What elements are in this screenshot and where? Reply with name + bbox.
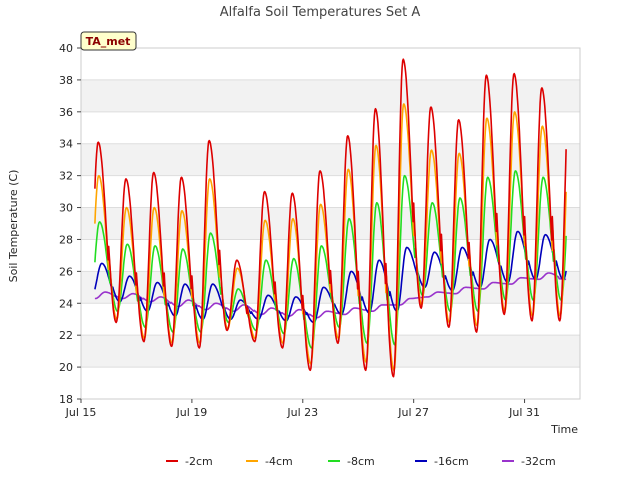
band-22-24: [81, 303, 580, 336]
band-18-20: [81, 367, 580, 399]
band-26-28: [81, 239, 580, 272]
band-34-36: [81, 111, 580, 144]
x-tick-label-3: Jul 27: [397, 406, 429, 419]
chart-title: Alfalfa Soil Temperatures Set A: [220, 5, 421, 20]
y-tick-label-28: 28: [59, 233, 73, 246]
background-bands: [81, 48, 580, 399]
y-axis-title: Soil Temperature (C): [7, 170, 20, 283]
legend-item-minus-16cm: -16cm: [415, 455, 469, 468]
legend-item-minus-8cm: -8cm: [328, 455, 375, 468]
legend-label: -8cm: [347, 455, 375, 468]
plot-area-frame: [80, 47, 581, 400]
legend-label: -16cm: [434, 455, 469, 468]
legend-label: -4cm: [265, 455, 293, 468]
band-20-22: [81, 335, 580, 368]
series-lines: [94, 58, 567, 378]
site-badge: TA_met: [80, 31, 137, 51]
band-38-40: [81, 48, 580, 80]
y-tick-label-36: 36: [59, 106, 73, 119]
site-badge-label: TA_met: [86, 35, 131, 48]
y-tick-label-20: 20: [59, 361, 73, 374]
y-tick-label-30: 30: [59, 202, 73, 215]
band-30-32: [81, 175, 580, 208]
y-axis-ticks: 18 20 22 24 26 28 30 32 34 36 38 40: [59, 42, 81, 406]
legend-item-minus-32cm: -32cm: [502, 455, 556, 468]
x-tick-label-2: Jul 23: [286, 406, 318, 419]
legend-label: -2cm: [185, 455, 213, 468]
band-32-34: [81, 143, 580, 176]
y-tick-label-26: 26: [59, 265, 73, 278]
series-line-minus-2cm: [94, 58, 567, 378]
x-tick-label-0: Jul 15: [65, 406, 97, 419]
x-axis-ticks: Jul 15 Jul 19 Jul 23 Jul 27 Jul 31: [65, 399, 540, 419]
legend-label: -32cm: [521, 455, 556, 468]
y-tick-label-40: 40: [59, 42, 73, 55]
x-tick-label-4: Jul 31: [508, 406, 540, 419]
y-tick-label-24: 24: [59, 297, 73, 310]
legend-item-minus-4cm: -4cm: [246, 455, 293, 468]
x-tick-label-1: Jul 19: [176, 406, 208, 419]
y-tick-label-38: 38: [59, 74, 73, 87]
y-tick-label-22: 22: [59, 329, 73, 342]
y-tick-label-18: 18: [59, 393, 73, 406]
legend-item-minus-2cm: -2cm: [166, 455, 213, 468]
series-line-minus-32cm: [94, 272, 567, 319]
y-tick-label-34: 34: [59, 138, 73, 151]
y-tick-label-32: 32: [59, 170, 73, 183]
band-36-38: [81, 79, 580, 112]
site-badge-box: [80, 31, 137, 51]
legend: -2cm -4cm -8cm -16cm -32cm: [166, 455, 556, 468]
x-axis-title: Time: [550, 423, 578, 436]
